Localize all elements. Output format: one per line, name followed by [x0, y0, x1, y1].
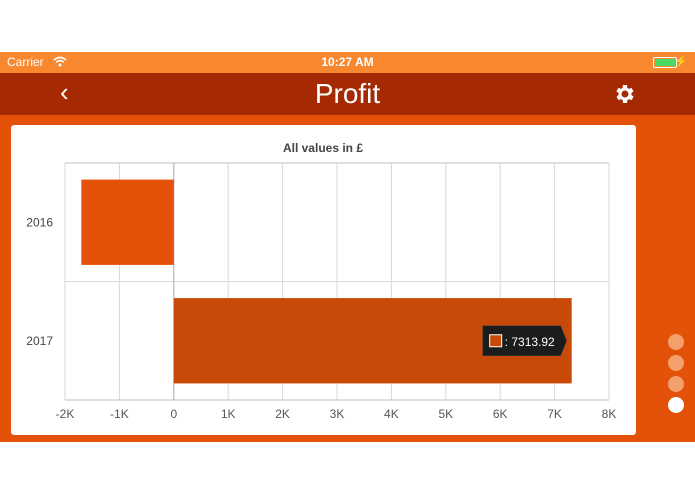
x-tick-label: 3K	[330, 407, 345, 421]
page-title: Profit	[314, 78, 381, 109]
bar-chart: All values in £ -2K -1K 0 1K 2K 3K 4K 5K 6K 7K 8K 2…	[26, 141, 617, 421]
chart-title: All values in £	[283, 141, 363, 155]
nav-bar: ‹ Profit	[0, 73, 695, 115]
bar-2016	[81, 179, 174, 265]
back-chevron-icon[interactable]: ‹	[60, 77, 69, 107]
x-tick-label: 0	[170, 407, 177, 421]
x-tick-label: 1K	[221, 407, 236, 421]
tooltip-text: : 7313.92	[505, 335, 555, 349]
page-dot-3[interactable]	[668, 376, 684, 392]
page-dot-1[interactable]	[668, 334, 684, 350]
page-dot-2[interactable]	[668, 355, 684, 371]
page-indicator	[668, 334, 684, 418]
x-tick-label: 4K	[384, 407, 399, 421]
carrier-label: Carrier	[7, 55, 44, 69]
x-tick-label: -1K	[110, 407, 129, 421]
y-category-label: 2017	[26, 334, 53, 348]
main-area: All values in £ -2K -1K 0 1K 2K 3K 4K 5K 6K 7K 8K 2…	[0, 115, 695, 442]
x-tick-label: -2K	[56, 407, 75, 421]
wifi-icon	[53, 56, 67, 67]
gear-icon[interactable]	[613, 82, 637, 106]
x-tick-label: 6K	[493, 407, 508, 421]
x-tick-label: 2K	[275, 407, 290, 421]
page-dot-4[interactable]	[668, 397, 684, 413]
x-tick-label: 5K	[438, 407, 453, 421]
x-tick-label: 7K	[547, 407, 562, 421]
y-category-label: 2016	[26, 215, 53, 229]
chart-card: All values in £ -2K -1K 0 1K 2K 3K 4K 5K 6K 7K 8K 2…	[11, 125, 636, 435]
x-tick-label: 8K	[602, 407, 617, 421]
status-bar: Carrier 10:27 AM ⚡	[0, 52, 695, 73]
tooltip-box	[482, 325, 567, 356]
charging-icon: ⚡	[674, 56, 688, 68]
battery-icon	[653, 57, 677, 68]
tooltip-swatch	[489, 334, 503, 348]
clock: 10:27 AM	[321, 55, 374, 69]
